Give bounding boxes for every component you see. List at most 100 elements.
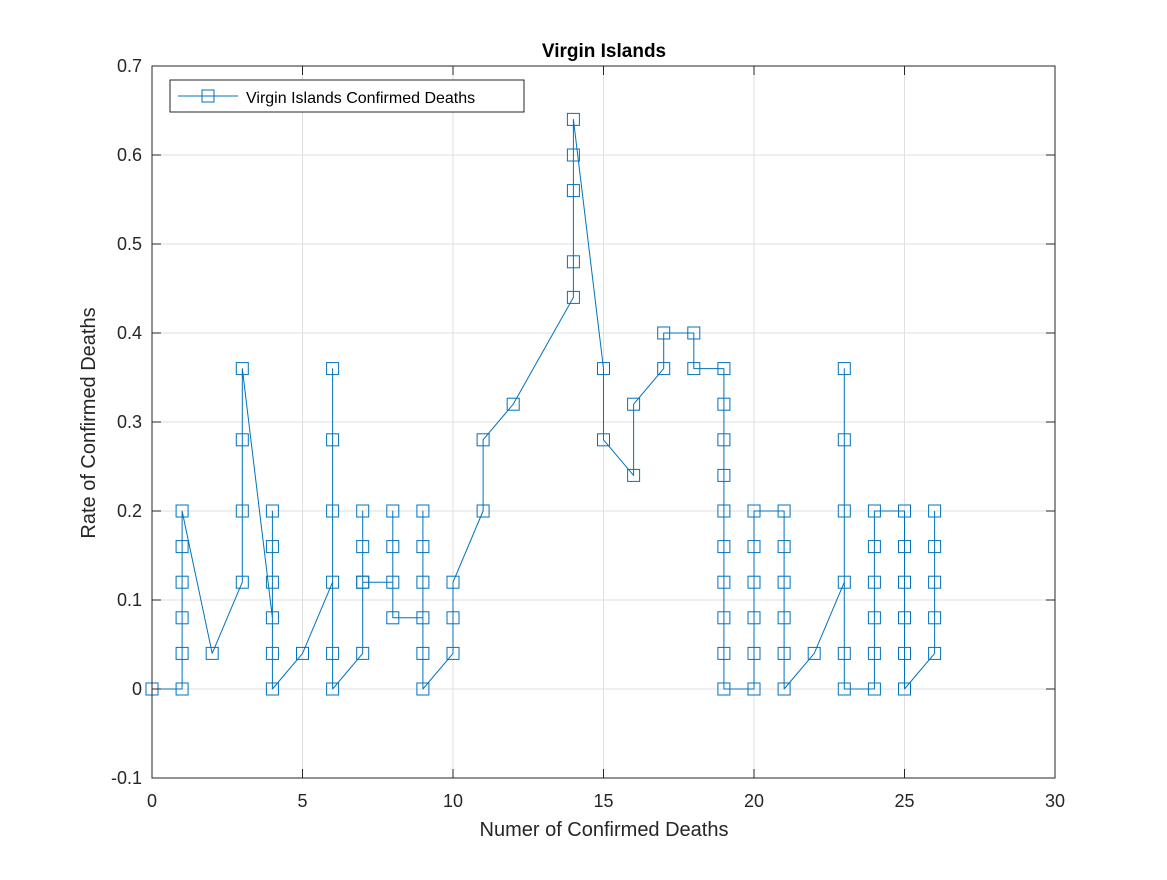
data-point [867,575,881,589]
data-point [566,255,580,269]
data-point [326,504,340,518]
y-tick-label: 0 [132,679,142,699]
y-tick-label: 0.2 [117,501,142,521]
y-tick-label: 0.3 [117,412,142,432]
y-tick-label: 0.1 [117,590,142,610]
data-point [597,362,610,376]
data-point [627,397,641,411]
data-point [175,611,189,625]
y-tick-label: -0.1 [111,768,142,788]
data-point [687,326,701,340]
x-tick-label: 20 [744,791,764,811]
data-point [898,646,911,660]
data-point [777,575,791,589]
data-point [928,575,942,589]
data-point [205,646,219,660]
x-tick-label: 0 [147,791,157,811]
data-point [356,575,370,589]
data-point [265,504,279,518]
data-point [867,682,881,696]
data-point [898,540,911,554]
data-point [386,611,400,625]
data-point [566,184,580,198]
x-axis-label: Numer of Confirmed Deaths [480,819,729,841]
data-point [837,682,851,696]
data-point [356,540,370,554]
data-point [265,575,279,589]
data-point [867,646,881,660]
data-point [717,433,731,447]
data-point [837,504,851,518]
data-point [386,575,400,589]
data-point [326,682,340,696]
data-point [506,397,520,411]
data-point [777,540,791,554]
data-point [265,646,279,660]
data-point [867,504,881,518]
data-point [687,362,701,376]
data-point [747,611,761,625]
data-point [476,504,490,518]
data-point [326,362,340,376]
data-point [627,468,641,482]
data-point [416,646,430,660]
y-axis-label: Rate of Confirmed Deaths [78,307,100,538]
data-point [747,646,761,660]
axes [151,65,1056,779]
legend-label: Virgin Islands Confirmed Deaths [246,90,475,107]
data-point [928,611,942,625]
data-point [235,504,249,518]
data-point [235,433,249,447]
data-point [717,682,731,696]
data-point [296,646,309,660]
data-point [717,504,731,518]
legend: Virgin Islands Confirmed Deaths [169,79,525,113]
data-point [386,504,400,518]
data-point [265,540,279,554]
x-tick-label: 15 [593,791,613,811]
series-line [152,118,936,690]
y-tick-label: 0.4 [117,323,142,343]
data-point [566,112,580,126]
x-tick-label: 5 [297,791,307,811]
data-point [837,362,851,376]
data-point [777,646,791,660]
data-point [446,646,460,660]
data-point [597,433,610,447]
data-point [657,362,671,376]
data-point [416,575,430,589]
data-point [928,646,942,660]
data-point [717,397,731,411]
data-point [657,326,671,340]
data-point [386,540,400,554]
data-point [566,148,580,162]
series-layer [145,112,942,696]
data-point [717,540,731,554]
data-point [747,682,761,696]
data-point [777,504,791,518]
data-point [356,504,370,518]
data-point [777,682,791,696]
data-point [867,540,881,554]
y-tick-label: 0.5 [117,234,142,254]
data-point [717,468,731,482]
y-tick-label: 0.7 [117,56,142,76]
data-point [898,575,911,589]
x-tick-label: 30 [1045,791,1065,811]
data-point [416,611,430,625]
data-point [326,646,340,660]
x-tick-label: 25 [894,791,914,811]
data-point [265,611,279,625]
data-point [265,682,279,696]
x-tick-label: 10 [443,791,463,811]
data-point [566,290,580,304]
data-point [747,504,761,518]
data-point [837,575,851,589]
data-point [747,540,761,554]
data-point [717,646,731,660]
data-point [175,646,189,660]
data-point [898,682,911,696]
data-point [717,575,731,589]
